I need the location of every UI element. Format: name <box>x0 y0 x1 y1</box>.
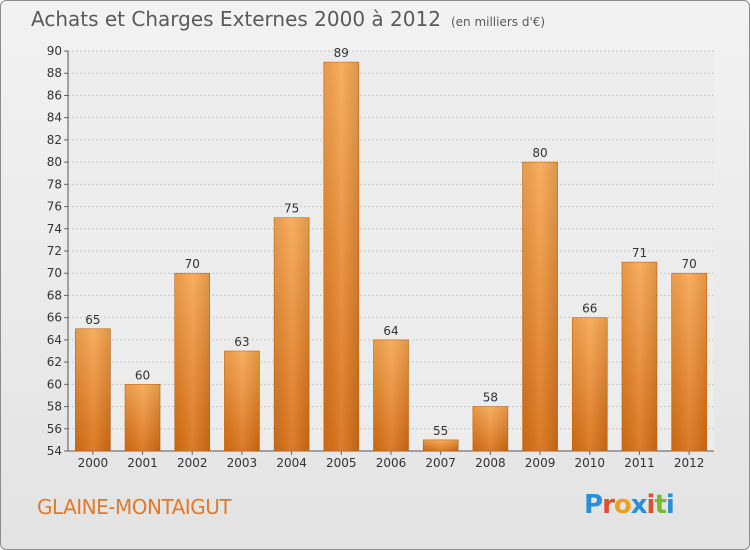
logo-letter: o <box>613 490 632 520</box>
y-tick-label: 68 <box>47 288 62 302</box>
chart-subtitle: (en milliers d'€) <box>450 15 546 29</box>
y-tick-label: 64 <box>47 333 62 347</box>
chart-title-text: Achats et Charges Externes 2000 à 2012 <box>31 7 441 31</box>
bar-shading <box>174 273 210 451</box>
proxiti-logo: Proxiti <box>584 490 675 520</box>
bar-shading <box>75 328 111 451</box>
bar-shading <box>472 406 508 451</box>
x-tick-label: 2007 <box>425 456 456 470</box>
bar-shading <box>522 162 558 451</box>
bar-value-label: 64 <box>383 324 398 338</box>
bar-value-label: 63 <box>234 335 249 349</box>
bar-shading <box>323 62 359 451</box>
y-tick-label: 84 <box>47 111 62 125</box>
bar-value-label: 70 <box>185 257 200 271</box>
y-tick-label: 78 <box>47 177 62 191</box>
bar-value-label: 89 <box>334 46 349 60</box>
x-tick-label: 2012 <box>674 456 705 470</box>
bar-shading <box>274 217 310 451</box>
chart-title: Achats et Charges Externes 2000 à 2012 (e… <box>31 7 545 31</box>
y-tick-label: 82 <box>47 133 62 147</box>
x-tick-label: 2008 <box>475 456 506 470</box>
logo-letter: r <box>602 490 615 520</box>
y-tick-label: 58 <box>47 400 62 414</box>
bar-value-label: 70 <box>682 257 697 271</box>
y-tick-label: 74 <box>47 222 62 236</box>
y-tick-label: 80 <box>47 155 62 169</box>
x-tick-label: 2009 <box>525 456 556 470</box>
x-tick-label: 2002 <box>177 456 208 470</box>
bar-value-label: 58 <box>483 391 498 405</box>
bar-value-label: 66 <box>582 302 597 316</box>
y-tick-label: 76 <box>47 200 62 214</box>
bar-value-label: 60 <box>135 368 150 382</box>
bar-shading <box>423 439 459 451</box>
y-tick-label: 72 <box>47 244 62 258</box>
x-tick-label: 2011 <box>624 456 655 470</box>
bar-shading <box>671 273 707 451</box>
x-tick-label: 2010 <box>574 456 605 470</box>
x-tick-label: 2000 <box>78 456 109 470</box>
y-tick-label: 70 <box>47 266 62 280</box>
logo-letter: P <box>584 490 603 520</box>
bars <box>75 61 707 452</box>
x-tick-label: 2006 <box>376 456 407 470</box>
x-tick-label: 2001 <box>127 456 158 470</box>
bar-value-label: 75 <box>284 202 299 216</box>
bar-value-label: 65 <box>85 313 100 327</box>
y-tick-label: 62 <box>47 355 62 369</box>
bar-value-label: 80 <box>532 146 547 160</box>
x-tick-label: 2004 <box>276 456 307 470</box>
bar-shading <box>125 384 161 451</box>
bar-shading <box>621 262 657 451</box>
y-tick-label: 56 <box>47 422 62 436</box>
logo-letter: i <box>646 490 656 520</box>
data-labels: 65 60 70 63 75 89 64 55 58 80 66 71 70 <box>85 46 697 438</box>
bar-shading <box>572 317 608 451</box>
logo-letter: x <box>630 490 648 520</box>
bar-value-label: 55 <box>433 424 448 438</box>
bar-shading <box>373 339 409 451</box>
bar-value-label: 71 <box>632 246 647 260</box>
y-tick-label: 86 <box>47 88 62 102</box>
x-tick-label: 2003 <box>227 456 258 470</box>
logo-letter: i <box>665 490 675 520</box>
y-tick-label: 90 <box>47 44 62 58</box>
x-tick-label: 2005 <box>326 456 357 470</box>
y-tick-label: 88 <box>47 66 62 80</box>
commune-name: GLAINE-MONTAIGUT <box>37 495 232 519</box>
bar-shading <box>224 351 260 451</box>
y-tick-label: 54 <box>47 444 62 458</box>
logo-letter: t <box>654 490 666 520</box>
y-tick-label: 60 <box>47 377 62 391</box>
y-tick-label: 66 <box>47 311 62 325</box>
